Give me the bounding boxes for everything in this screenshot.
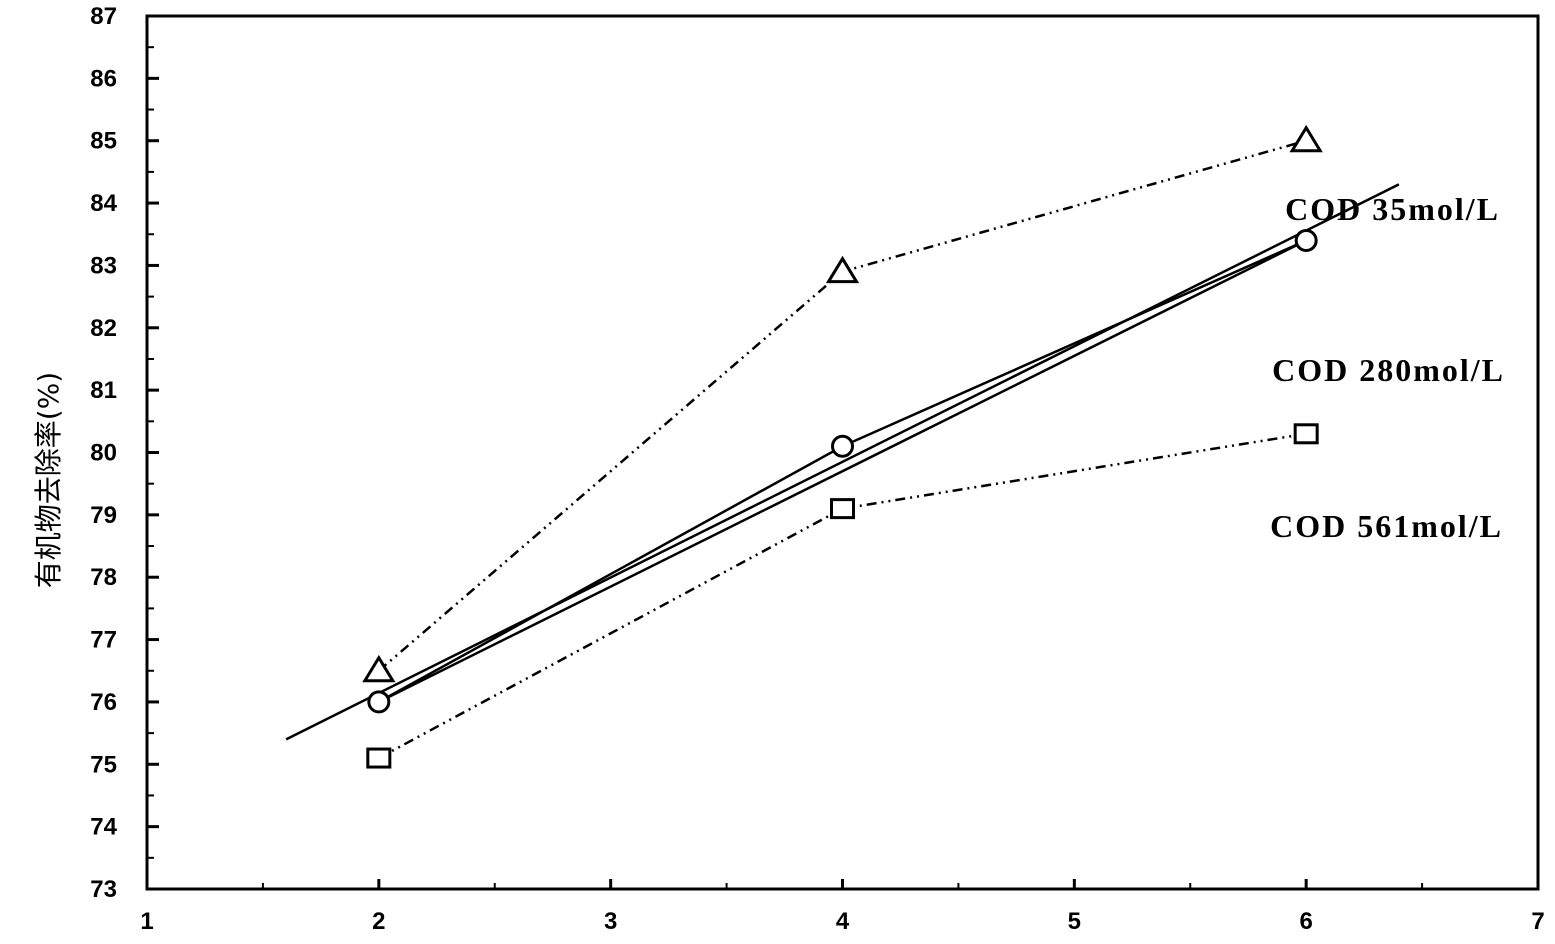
- series-line-cod-35mol-l: [378, 139, 1307, 672]
- triangle-marker: [362, 654, 396, 683]
- y-tick-label: 86: [90, 65, 117, 92]
- fit-lines: [285, 183, 1400, 741]
- x-tick-label: 1: [140, 908, 153, 935]
- x-tick-label: 6: [1299, 908, 1312, 935]
- circle-marker: [367, 690, 391, 714]
- y-tick-label: 80: [90, 440, 117, 467]
- y-tick-label: 75: [90, 751, 117, 778]
- fit-line: [378, 239, 1307, 704]
- x-axis: 1 2 3 4 5 6 7: [140, 879, 1545, 935]
- y-tick-label: 73: [90, 876, 117, 903]
- series-labels: COD 35mol/L COD 280mol/L COD 561mol/L: [1270, 191, 1505, 544]
- x-tick-label: 3: [604, 908, 617, 935]
- triangle-marker: [1289, 124, 1323, 153]
- x-tick-label: 7: [1531, 908, 1544, 935]
- y-tick-label: 84: [90, 190, 117, 217]
- square-marker: [366, 747, 392, 769]
- x-tick-label: 2: [372, 908, 385, 935]
- y-tick-label: 79: [90, 502, 117, 529]
- y-tick-label: 78: [90, 564, 117, 591]
- circle-marker: [831, 434, 854, 458]
- triangle-marker: [825, 255, 860, 284]
- x-tick-label: 4: [836, 908, 850, 935]
- series-label: COD 561mol/L: [1270, 508, 1503, 544]
- y-axis: 73 74 75 76 77 78 79 80 81 82 83 84 85 86 87: [90, 3, 159, 903]
- y-tick-label: 81: [90, 377, 117, 404]
- fit-line: [285, 183, 1400, 741]
- y-axis-label: 有机物去除率(%): [32, 372, 65, 588]
- series-label: COD 280mol/L: [1272, 352, 1505, 388]
- square-marker: [1293, 423, 1319, 445]
- y-tick-label: 77: [90, 627, 117, 654]
- series-line-cod-561mol-l: [378, 432, 1307, 760]
- y-tick-label: 85: [90, 128, 117, 155]
- y-tick-label: 82: [90, 315, 117, 342]
- series-label: COD 35mol/L: [1285, 191, 1500, 227]
- y-tick-label: 76: [90, 689, 117, 716]
- series-group: [362, 124, 1323, 769]
- y-tick-label: 83: [90, 252, 117, 279]
- x-tick-label: 5: [1068, 908, 1081, 935]
- y-tick-label: 87: [90, 3, 117, 30]
- y-tick-label: 74: [90, 814, 117, 841]
- circle-marker: [1294, 228, 1318, 252]
- square-marker: [830, 498, 855, 520]
